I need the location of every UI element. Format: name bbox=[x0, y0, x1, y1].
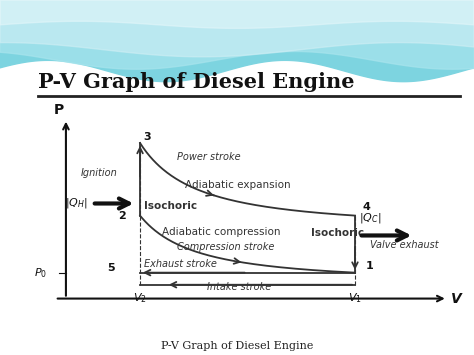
Text: P-V Graph of Diesel Engine: P-V Graph of Diesel Engine bbox=[161, 342, 313, 351]
Text: Compression stroke: Compression stroke bbox=[177, 242, 274, 252]
Text: Adiabatic expansion: Adiabatic expansion bbox=[184, 180, 290, 190]
Text: 2: 2 bbox=[118, 211, 126, 221]
Text: V: V bbox=[451, 291, 462, 306]
Text: $V_2$: $V_2$ bbox=[133, 292, 147, 305]
Text: Adiabatic compression: Adiabatic compression bbox=[162, 226, 281, 237]
Text: Power stroke: Power stroke bbox=[177, 152, 241, 162]
Text: Ignition: Ignition bbox=[81, 168, 118, 178]
Text: Exhaust stroke: Exhaust stroke bbox=[144, 260, 217, 269]
Text: $V_1$: $V_1$ bbox=[348, 292, 362, 305]
Text: 4: 4 bbox=[363, 202, 370, 212]
Text: P: P bbox=[54, 103, 64, 117]
Text: $P_0$: $P_0$ bbox=[34, 266, 47, 279]
Text: P-V Graph of Diesel Engine: P-V Graph of Diesel Engine bbox=[38, 72, 355, 92]
Text: Isochoric: Isochoric bbox=[144, 201, 197, 211]
Text: Valve exhaust: Valve exhaust bbox=[370, 240, 438, 250]
Text: Isochoric: Isochoric bbox=[310, 228, 364, 238]
Text: 3: 3 bbox=[144, 132, 151, 142]
Text: $|Q_C|$: $|Q_C|$ bbox=[359, 211, 381, 225]
Text: Intake stroke: Intake stroke bbox=[207, 282, 271, 292]
Text: $|Q_H|$: $|Q_H|$ bbox=[65, 196, 88, 211]
Text: 1: 1 bbox=[366, 261, 374, 271]
Text: 5: 5 bbox=[107, 263, 114, 273]
